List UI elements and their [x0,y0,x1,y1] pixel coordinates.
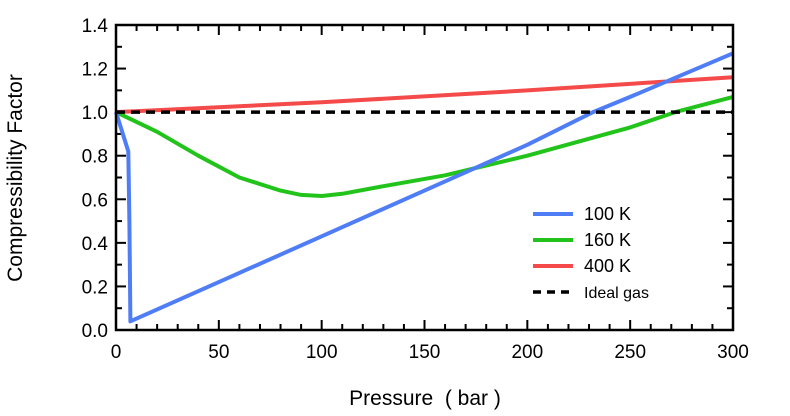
y-tick-label: 0.6 [82,190,108,211]
y-tick-label: 0.2 [82,277,108,298]
x-axis-label: Pressure ( bar ) [349,387,501,410]
plot-frame [114,23,735,332]
tick-labels: 0 50 100 150 200 250 300 0.0 0.2 0.4 0.6 0.8 1.0 1.2 1… [82,16,749,363]
series-line-100-k [114,51,734,324]
x-tick-label: 150 [409,342,441,363]
y-tick-label: 0.8 [82,147,108,168]
series-line-400-k [115,75,734,115]
x-tick-label: 200 [511,342,543,363]
x-tick-label: 0 [111,342,122,363]
x-tick-label: 250 [614,342,646,363]
y-tick-label: 1.0 [82,103,108,124]
series-line-160-k [115,94,734,198]
x-tick-label: 300 [717,342,749,363]
y-axis-label: Compressibility Factor [4,74,27,282]
y-tick-label: 0.4 [82,234,109,255]
series-lines [114,51,734,324]
legend-label: 100 K [584,204,631,224]
y-tick-label: 0.0 [82,321,108,342]
x-tick-label: 100 [306,342,338,363]
y-tick-label: 1.4 [82,16,109,37]
legend-label: 400 K [584,256,631,276]
y-tick-label: 1.2 [82,60,108,81]
legend: 100 K 160 K 400 K Ideal gas [533,204,649,302]
legend-label: 160 K [584,230,631,250]
x-tick-label: 50 [208,342,229,363]
legend-label: Ideal gas [584,285,649,302]
